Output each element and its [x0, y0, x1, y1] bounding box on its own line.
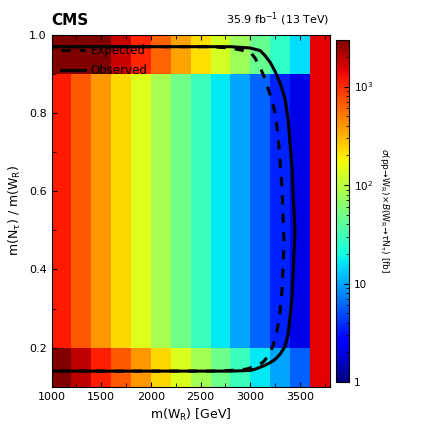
Observed — [148, 44, 154, 49]
Observed — [267, 360, 273, 365]
Expected — [258, 65, 263, 70]
Observed — [263, 53, 268, 59]
Observed — [248, 45, 253, 51]
Y-axis label: $\mathrm{m(N_\tau)\ /\ m(W_R)}$: $\mathrm{m(N_\tau)\ /\ m(W_R)}$ — [7, 165, 23, 257]
Observed — [272, 69, 278, 74]
Line: Expected: Expected — [52, 47, 284, 371]
Expected — [188, 368, 194, 374]
Expected — [260, 359, 266, 364]
Observed — [89, 44, 94, 49]
Expected — [281, 239, 287, 245]
Observed — [148, 368, 154, 374]
Expected — [188, 44, 194, 49]
Expected — [168, 368, 173, 374]
Observed — [277, 80, 283, 86]
Expected — [276, 133, 281, 138]
Observed — [263, 363, 268, 368]
Observed — [287, 315, 293, 320]
Expected — [271, 343, 276, 348]
Expected — [255, 363, 261, 368]
Expected — [148, 368, 154, 374]
Expected — [128, 44, 134, 49]
Observed — [69, 368, 74, 374]
Expected — [266, 354, 271, 359]
Observed — [290, 272, 296, 277]
Observed — [291, 250, 297, 255]
Observed — [292, 229, 297, 234]
Observed — [285, 116, 291, 121]
Expected — [89, 368, 94, 374]
Expected — [263, 76, 268, 82]
Observed — [282, 96, 288, 101]
Y-axis label: $\sigma(\mathrm{pp} \!\to\! \mathrm{W_R}) \!\times\! B(\mathrm{W_R} \!\to\! \tau: $\sigma(\mathrm{pp} \!\to\! \mathrm{W_R}… — [378, 148, 391, 274]
Expected — [108, 44, 114, 49]
Observed — [277, 351, 283, 357]
Expected — [228, 368, 233, 373]
Text: CMS: CMS — [52, 13, 89, 28]
Observed — [267, 60, 273, 65]
Expected — [280, 215, 286, 220]
Observed — [285, 332, 291, 337]
Observed — [108, 368, 114, 374]
Expected — [168, 44, 173, 49]
Expected — [69, 368, 74, 374]
Expected — [280, 187, 285, 193]
Expected — [280, 286, 285, 291]
Legend: Expected, Observed: Expected, Observed — [57, 41, 151, 81]
Observed — [108, 44, 114, 49]
Observed — [253, 367, 258, 372]
Expected — [277, 159, 283, 164]
Observed — [208, 368, 213, 374]
Observed — [168, 44, 173, 49]
Observed — [168, 368, 173, 374]
Observed — [289, 294, 295, 299]
Expected — [277, 309, 283, 314]
Observed — [49, 368, 54, 374]
Observed — [188, 44, 194, 49]
Observed — [49, 44, 54, 49]
Expected — [128, 368, 134, 374]
Expected — [244, 367, 249, 372]
Expected — [275, 328, 280, 333]
Observed — [69, 44, 74, 49]
Expected — [208, 368, 213, 374]
Observed — [258, 48, 263, 53]
Expected — [272, 111, 278, 116]
Expected — [69, 44, 74, 49]
Expected — [208, 44, 213, 49]
Expected — [108, 368, 114, 374]
Expected — [89, 44, 94, 49]
Expected — [228, 45, 233, 51]
Expected — [148, 44, 154, 49]
Observed — [287, 140, 293, 146]
Observed — [272, 357, 278, 362]
Expected — [49, 44, 54, 49]
Observed — [228, 44, 233, 49]
Observed — [89, 368, 94, 374]
Expected — [248, 49, 253, 55]
Text: 35.9 fb$^{-1}$ (13 TeV): 35.9 fb$^{-1}$ (13 TeV) — [226, 10, 330, 28]
Observed — [128, 44, 134, 49]
Observed — [228, 368, 233, 374]
Observed — [208, 44, 213, 49]
Line: Observed: Observed — [52, 47, 295, 371]
Observed — [128, 368, 134, 374]
Observed — [290, 189, 296, 194]
Observed — [282, 344, 288, 349]
Expected — [253, 56, 258, 61]
Expected — [49, 368, 54, 374]
Expected — [267, 92, 273, 97]
X-axis label: $\mathrm{m(W_R)\ [GeV]}$: $\mathrm{m(W_R)\ [GeV]}$ — [150, 407, 232, 423]
Observed — [248, 368, 253, 373]
Observed — [258, 364, 263, 370]
Expected — [250, 364, 255, 370]
Observed — [291, 208, 297, 213]
Observed — [289, 165, 295, 170]
Expected — [280, 263, 286, 268]
Observed — [188, 368, 194, 374]
